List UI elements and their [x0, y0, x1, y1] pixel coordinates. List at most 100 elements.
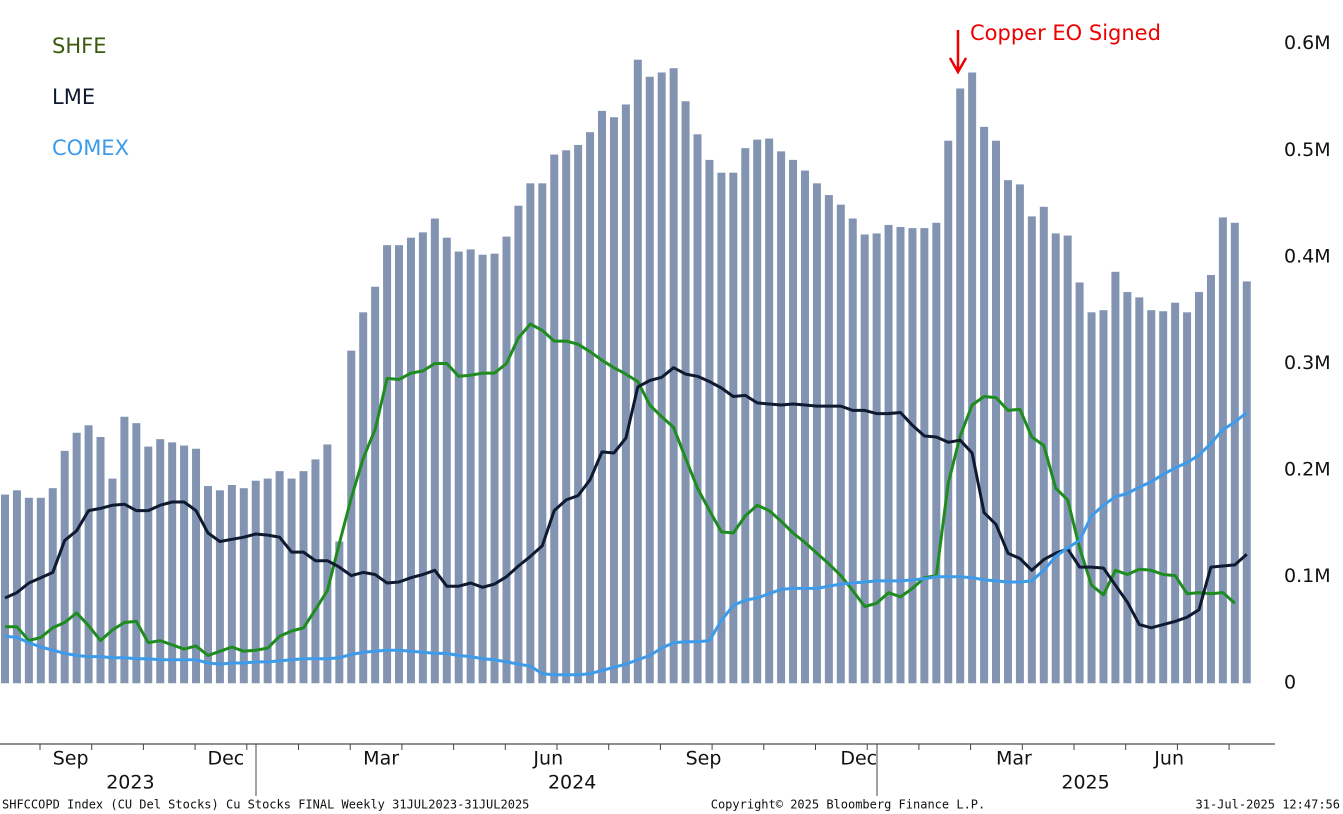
bar	[1051, 233, 1060, 684]
bar	[992, 140, 1001, 684]
footer-center: Copyright© 2025 Bloomberg Finance L.P.	[711, 798, 986, 812]
bar	[263, 478, 272, 684]
bar	[359, 312, 368, 684]
year-label: 2025	[1061, 772, 1109, 794]
bar	[860, 234, 869, 684]
y-tick-label: 0.5M	[1284, 139, 1331, 161]
bar	[789, 159, 798, 684]
bar	[395, 245, 404, 684]
bar	[932, 222, 941, 684]
bar	[717, 172, 726, 684]
bar	[765, 138, 774, 684]
y-tick-label: 0.4M	[1284, 245, 1331, 267]
bar	[1, 494, 9, 684]
bar	[132, 423, 141, 684]
bar	[1027, 216, 1036, 684]
bar	[335, 541, 344, 684]
bar	[848, 218, 857, 684]
bar	[84, 425, 93, 684]
x-tick-label: Dec	[207, 748, 244, 770]
bar	[514, 205, 523, 684]
bar	[430, 218, 439, 684]
x-tick-label: Mar	[363, 748, 399, 770]
bar	[120, 416, 129, 684]
bar	[705, 159, 714, 684]
bar	[562, 150, 571, 684]
bar	[347, 350, 356, 684]
bar	[944, 140, 953, 684]
bar	[669, 68, 678, 684]
bar	[1003, 180, 1012, 684]
bar	[968, 72, 977, 684]
bar	[538, 183, 547, 684]
bar	[275, 471, 284, 684]
bar	[741, 148, 750, 684]
series-line	[5, 322, 1236, 657]
bar	[299, 471, 308, 684]
x-tick-label: Mar	[996, 748, 1032, 770]
bar	[836, 204, 845, 684]
bar	[896, 227, 905, 684]
bar	[574, 144, 583, 684]
annotation-text: Copper EO Signed	[970, 21, 1161, 45]
bar	[203, 486, 212, 684]
bar	[956, 88, 965, 684]
y-tick-label: 0.2M	[1284, 459, 1331, 481]
bar	[1183, 312, 1192, 684]
bar	[466, 249, 475, 684]
bar	[621, 104, 630, 684]
bar	[1063, 235, 1072, 684]
bar	[48, 488, 57, 684]
bar	[609, 117, 618, 684]
bar	[1171, 302, 1180, 684]
bar	[156, 439, 165, 684]
bar	[1206, 275, 1215, 684]
bar	[693, 134, 702, 684]
bar	[502, 236, 511, 684]
bar	[872, 233, 881, 684]
bar	[454, 251, 463, 684]
bar	[526, 183, 535, 684]
bar	[800, 170, 809, 684]
bar	[227, 484, 236, 684]
bar	[550, 154, 559, 684]
bar	[418, 232, 427, 684]
bar	[1242, 281, 1251, 684]
bar	[824, 195, 833, 684]
bar	[1087, 312, 1096, 684]
footer-left: SHFCCOPD Index (CU Del Stocks) Cu Stocks…	[2, 798, 529, 812]
bar	[812, 183, 821, 684]
bar	[1099, 310, 1108, 684]
bar	[598, 110, 606, 684]
bar	[239, 488, 248, 684]
bar	[1147, 310, 1156, 684]
bar	[144, 446, 153, 684]
bar	[442, 237, 451, 684]
bar	[1195, 292, 1203, 684]
bar	[311, 459, 320, 684]
bar	[586, 132, 595, 684]
bar	[72, 432, 81, 684]
bar	[1230, 222, 1239, 684]
bar	[108, 478, 117, 684]
bar	[753, 139, 762, 684]
bar	[24, 497, 33, 684]
x-tick-label: Sep	[686, 748, 722, 770]
year-label: 2023	[106, 772, 154, 794]
bar	[215, 490, 224, 684]
bar	[12, 490, 21, 684]
y-tick-label: 0.1M	[1284, 565, 1331, 587]
y-tick-label: 0	[1284, 672, 1296, 694]
x-tick-label: Jun	[1153, 748, 1184, 770]
bar	[180, 445, 189, 684]
bar	[406, 237, 415, 684]
bar	[729, 172, 738, 684]
x-tick-label: Jun	[532, 748, 563, 770]
legend-label: SHFE	[52, 34, 106, 58]
bar	[681, 101, 690, 684]
bar	[251, 480, 260, 684]
bar	[1218, 217, 1227, 684]
legend-label: COMEX	[52, 136, 129, 160]
bar	[908, 228, 917, 684]
bar	[1159, 311, 1168, 684]
